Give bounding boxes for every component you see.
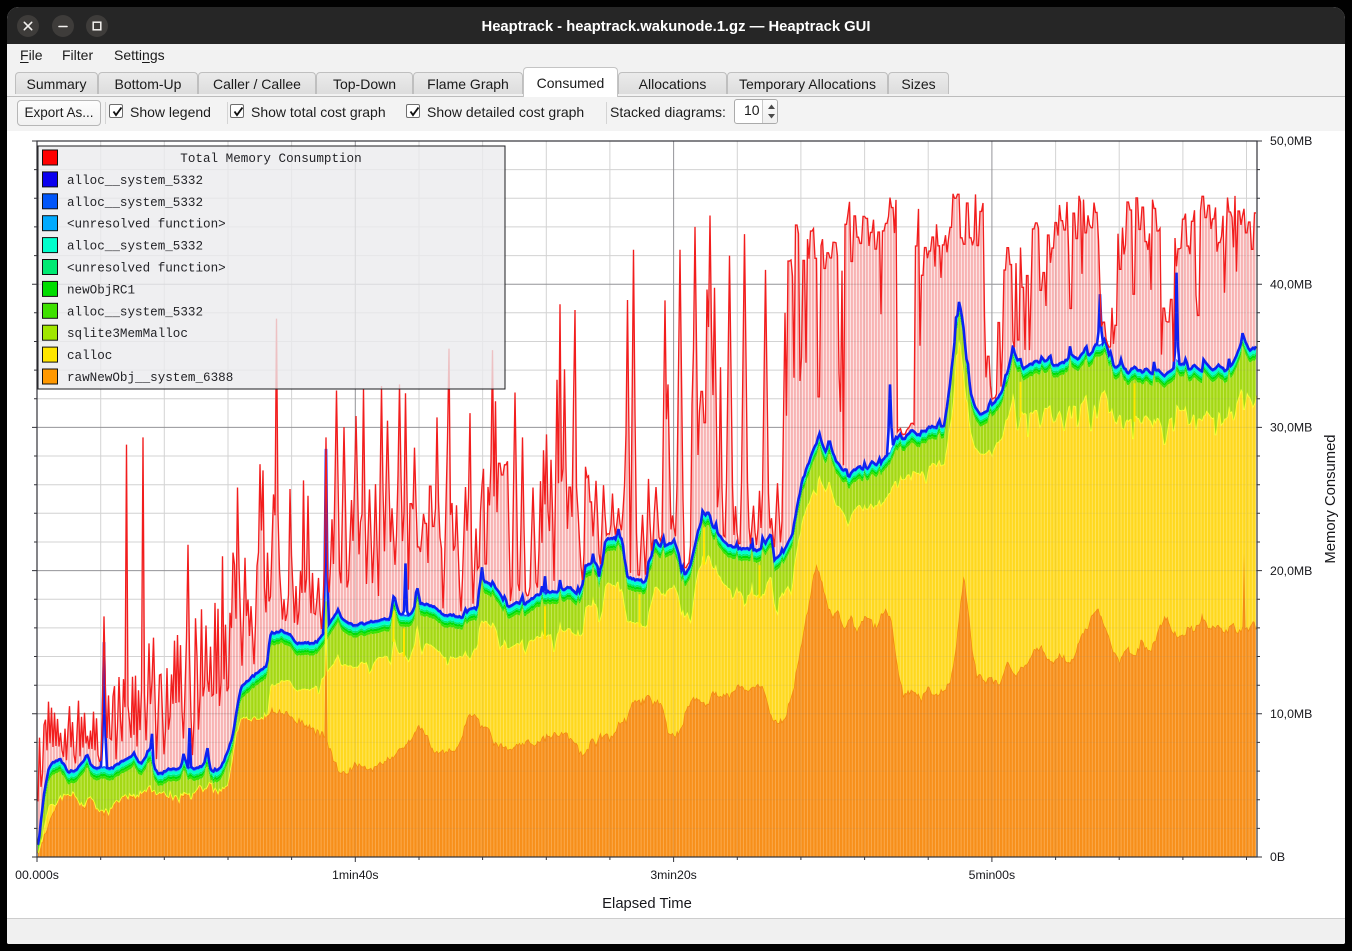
svg-text:Memory Consumed: Memory Consumed [1323, 434, 1339, 563]
svg-text:<unresolved function>: <unresolved function> [67, 218, 226, 232]
svg-text:00.000s: 00.000s [15, 868, 59, 882]
svg-text:alloc__system_5332: alloc__system_5332 [67, 305, 203, 319]
svg-text:<unresolved function>: <unresolved function> [67, 262, 226, 276]
svg-text:40,0MB: 40,0MB [1270, 277, 1312, 291]
svg-text:alloc__system_5332: alloc__system_5332 [67, 196, 203, 210]
svg-text:30,0MB: 30,0MB [1270, 421, 1312, 435]
svg-text:alloc__system_5332: alloc__system_5332 [67, 240, 203, 254]
svg-text:5min00s: 5min00s [969, 868, 1015, 882]
svg-text:3min20s: 3min20s [650, 868, 696, 882]
svg-text:alloc__system_5332: alloc__system_5332 [67, 174, 203, 188]
svg-text:Elapsed Time: Elapsed Time [602, 896, 692, 912]
svg-text:newObjRC1: newObjRC1 [67, 283, 135, 297]
svg-text:Total Memory Consumption: Total Memory Consumption [180, 152, 361, 166]
svg-text:1min40s: 1min40s [332, 868, 378, 882]
svg-text:calloc: calloc [67, 349, 112, 363]
svg-text:rawNewObj__system_6388: rawNewObj__system_6388 [67, 371, 233, 385]
svg-text:0B: 0B [1270, 850, 1285, 864]
svg-text:10,0MB: 10,0MB [1270, 707, 1312, 721]
svg-text:sqlite3MemMalloc: sqlite3MemMalloc [67, 327, 188, 341]
svg-text:20,0MB: 20,0MB [1270, 564, 1312, 578]
svg-text:50,0MB: 50,0MB [1270, 134, 1312, 148]
